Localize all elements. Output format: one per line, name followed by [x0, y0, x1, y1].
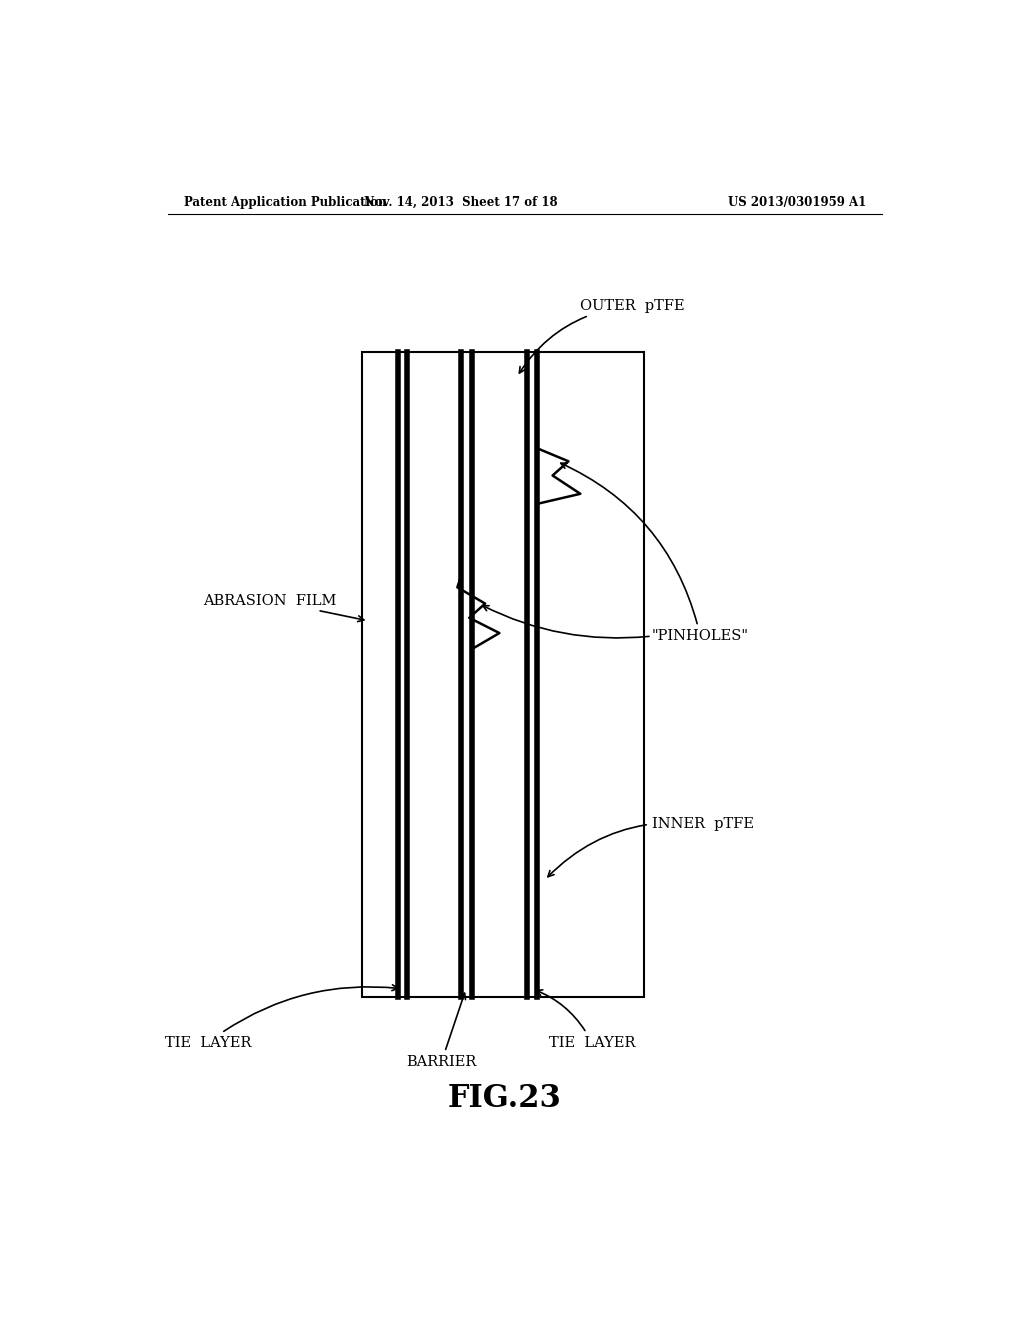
Text: ABRASION  FILM: ABRASION FILM [204, 594, 364, 622]
Text: Nov. 14, 2013  Sheet 17 of 18: Nov. 14, 2013 Sheet 17 of 18 [365, 195, 558, 209]
Text: INNER  pTFE: INNER pTFE [548, 817, 754, 876]
Text: TIE  LAYER: TIE LAYER [165, 985, 398, 1049]
Bar [362, 351, 644, 997]
Text: Patent Application Publication: Patent Application Publication [183, 195, 386, 209]
Text: BARRIER: BARRIER [407, 993, 476, 1069]
Text: OUTER  pTFE: OUTER pTFE [519, 298, 685, 374]
Text: "PINHOLES": "PINHOLES" [561, 463, 749, 643]
Text: US 2013/0301959 A1: US 2013/0301959 A1 [728, 195, 866, 209]
Text: FIG.23: FIG.23 [449, 1084, 562, 1114]
Text: TIE  LAYER: TIE LAYER [537, 990, 635, 1049]
